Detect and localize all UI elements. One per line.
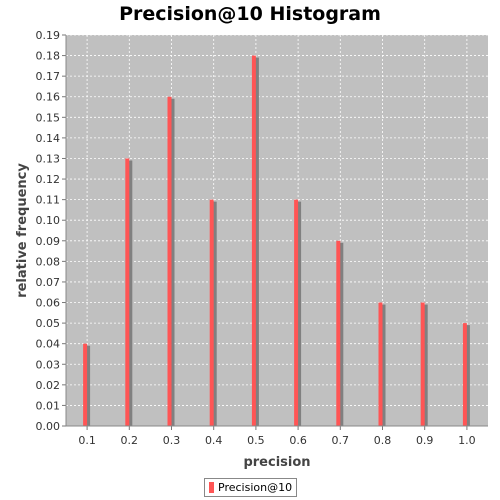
bar-shadow xyxy=(465,325,470,426)
y-tick-label: 0.14 xyxy=(36,132,61,145)
chart-title: Precision@10 Histogram xyxy=(119,3,381,25)
y-tick-label: 0.15 xyxy=(36,111,61,124)
bar xyxy=(462,323,467,426)
y-tick-label: 0.04 xyxy=(36,338,61,351)
x-tick-label: 0.8 xyxy=(374,434,392,447)
bar xyxy=(336,240,341,426)
x-tick-label: 0.9 xyxy=(416,434,434,447)
y-tick-label: 0.02 xyxy=(36,379,61,392)
bar-shadow xyxy=(128,160,133,426)
y-tick-label: 0.03 xyxy=(36,358,61,371)
bar xyxy=(420,302,425,426)
bar-shadow xyxy=(297,201,302,426)
bar xyxy=(125,158,130,426)
y-tick-label: 0.00 xyxy=(36,420,61,433)
bar xyxy=(294,199,299,426)
y-tick-label: 0.12 xyxy=(36,173,61,186)
bar-shadow xyxy=(212,201,217,426)
bar xyxy=(209,199,214,426)
bar xyxy=(251,55,256,426)
x-tick-label: 0.1 xyxy=(78,434,96,447)
y-tick-label: 0.08 xyxy=(36,255,61,268)
x-tick-label: 0.2 xyxy=(121,434,139,447)
y-tick-label: 0.16 xyxy=(36,91,61,104)
y-tick-label: 0.10 xyxy=(36,214,61,227)
y-tick-label: 0.06 xyxy=(36,297,61,310)
y-tick-label: 0.07 xyxy=(36,276,61,289)
x-tick-label: 0.3 xyxy=(163,434,181,447)
x-tick-label: 0.5 xyxy=(247,434,265,447)
y-tick-label: 0.09 xyxy=(36,235,61,248)
y-tick-label: 0.11 xyxy=(36,194,61,207)
x-tick-label: 0.7 xyxy=(332,434,350,447)
y-tick-label: 0.05 xyxy=(36,317,61,330)
bar-shadow xyxy=(170,98,175,426)
y-tick-label: 0.01 xyxy=(36,399,61,412)
y-tick-label: 0.13 xyxy=(36,152,61,165)
x-tick-label: 0.4 xyxy=(205,434,223,447)
legend-swatch xyxy=(209,482,214,493)
y-tick-label: 0.17 xyxy=(36,70,61,83)
y-tick-label: 0.18 xyxy=(36,50,61,63)
bar-shadow xyxy=(423,304,428,426)
bar xyxy=(83,343,88,426)
x-tick-label: 0.6 xyxy=(289,434,307,447)
bars xyxy=(83,55,470,426)
legend: Precision@10 xyxy=(204,478,298,497)
bar xyxy=(167,96,172,426)
axes: 0.00 0.01 0.02 0.03 0.04 0.05 0.06 0.07 0.08 0.09… xyxy=(36,29,488,447)
legend-label: Precision@10 xyxy=(218,481,293,494)
bar-shadow xyxy=(86,345,91,426)
x-tick-label: 1.0 xyxy=(458,434,476,447)
bar-shadow xyxy=(381,304,386,426)
plot-area xyxy=(66,35,488,426)
x-axis-label: precision xyxy=(243,455,310,470)
bar-shadow xyxy=(254,57,259,426)
y-tick-label: 0.19 xyxy=(36,29,61,42)
y-axis-label: relative frequency xyxy=(15,163,30,298)
bar-shadow xyxy=(339,242,344,426)
bar xyxy=(378,302,383,426)
